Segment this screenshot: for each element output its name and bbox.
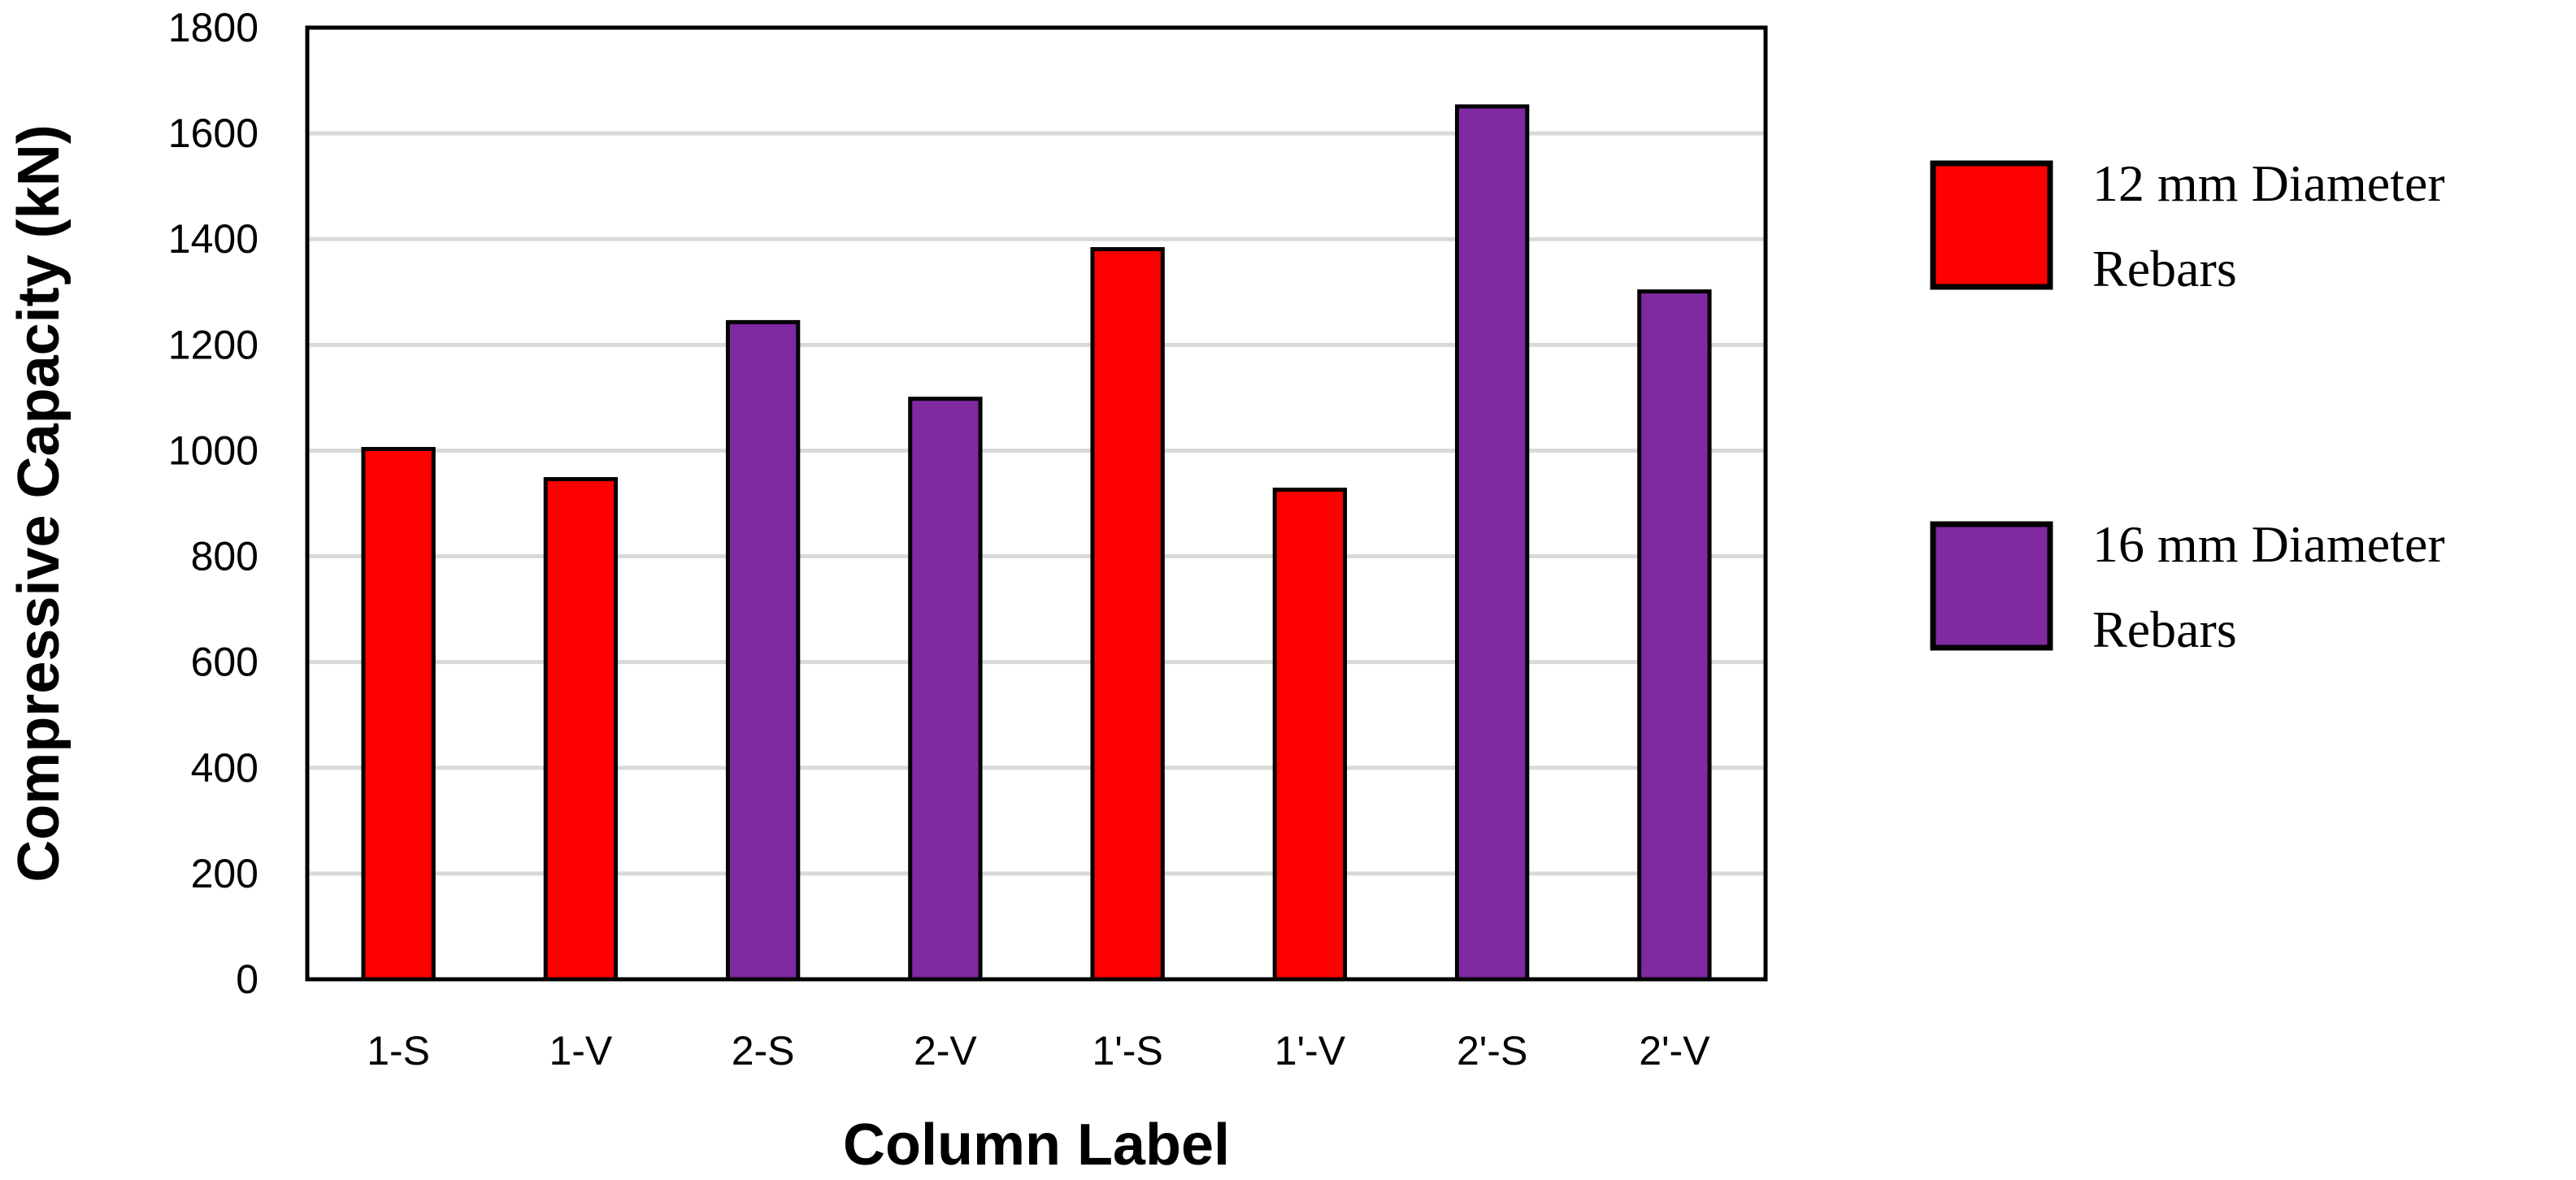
x-tick-label: 1-S (367, 1028, 430, 1074)
y-tick-label: 1600 (168, 111, 258, 156)
x-axis-title: Column Label (843, 1113, 1230, 1178)
y-tick-label: 0 (236, 957, 258, 1002)
legend-swatch (1930, 160, 2053, 290)
x-tick-label: 1'-S (1092, 1028, 1162, 1074)
y-tick-labels: 0 200 400 600 800 1000 1200 1400 1600 1800 (168, 5, 258, 1002)
plot-frame (305, 25, 1768, 982)
legend: 12 mm Diameter Rebars 16 mm Diameter Rebars (1930, 154, 2445, 658)
y-tick-label: 1000 (168, 427, 258, 473)
y-tick-label: 200 (191, 851, 258, 896)
legend-swatch (1930, 521, 2053, 651)
bar-1-S (361, 446, 436, 982)
legend-label: 12 mm Diameter (2092, 154, 2445, 212)
y-tick-label: 1200 (168, 322, 258, 367)
bar-2-S (725, 319, 801, 982)
x-tick-label: 2'-V (1639, 1028, 1710, 1074)
y-tick-label: 800 (191, 534, 258, 579)
y-tick-label: 1400 (168, 216, 258, 262)
x-tick-label: 1'-V (1275, 1028, 1346, 1074)
bar-2-V (908, 397, 983, 982)
x-tick-labels: 1-S 1-V 2-S 2-V 1'-S 1'-V 2'-S 2'-V (367, 1028, 1710, 1074)
bar-2'-V (1637, 289, 1712, 982)
bars (361, 104, 1712, 982)
x-tick-label: 1-V (549, 1028, 612, 1074)
bar-1'-V (1272, 488, 1348, 982)
y-axis-title: Compressive Capacity (kN) (7, 124, 72, 882)
x-tick-label: 2-S (732, 1028, 795, 1074)
gridlines (307, 131, 1766, 876)
y-tick-label: 600 (191, 640, 258, 685)
legend-label: Rebars (2092, 601, 2237, 658)
legend-label: 16 mm Diameter (2092, 515, 2445, 573)
bar-1'-S (1090, 247, 1165, 982)
bar-2'-S (1454, 104, 1530, 982)
x-tick-label: 2'-S (1457, 1028, 1527, 1074)
legend-label: Rebars (2092, 240, 2237, 297)
bar-1-V (543, 477, 619, 982)
y-tick-label: 400 (191, 745, 258, 791)
x-tick-label: 2-V (914, 1028, 977, 1074)
y-tick-label: 1800 (168, 5, 258, 50)
